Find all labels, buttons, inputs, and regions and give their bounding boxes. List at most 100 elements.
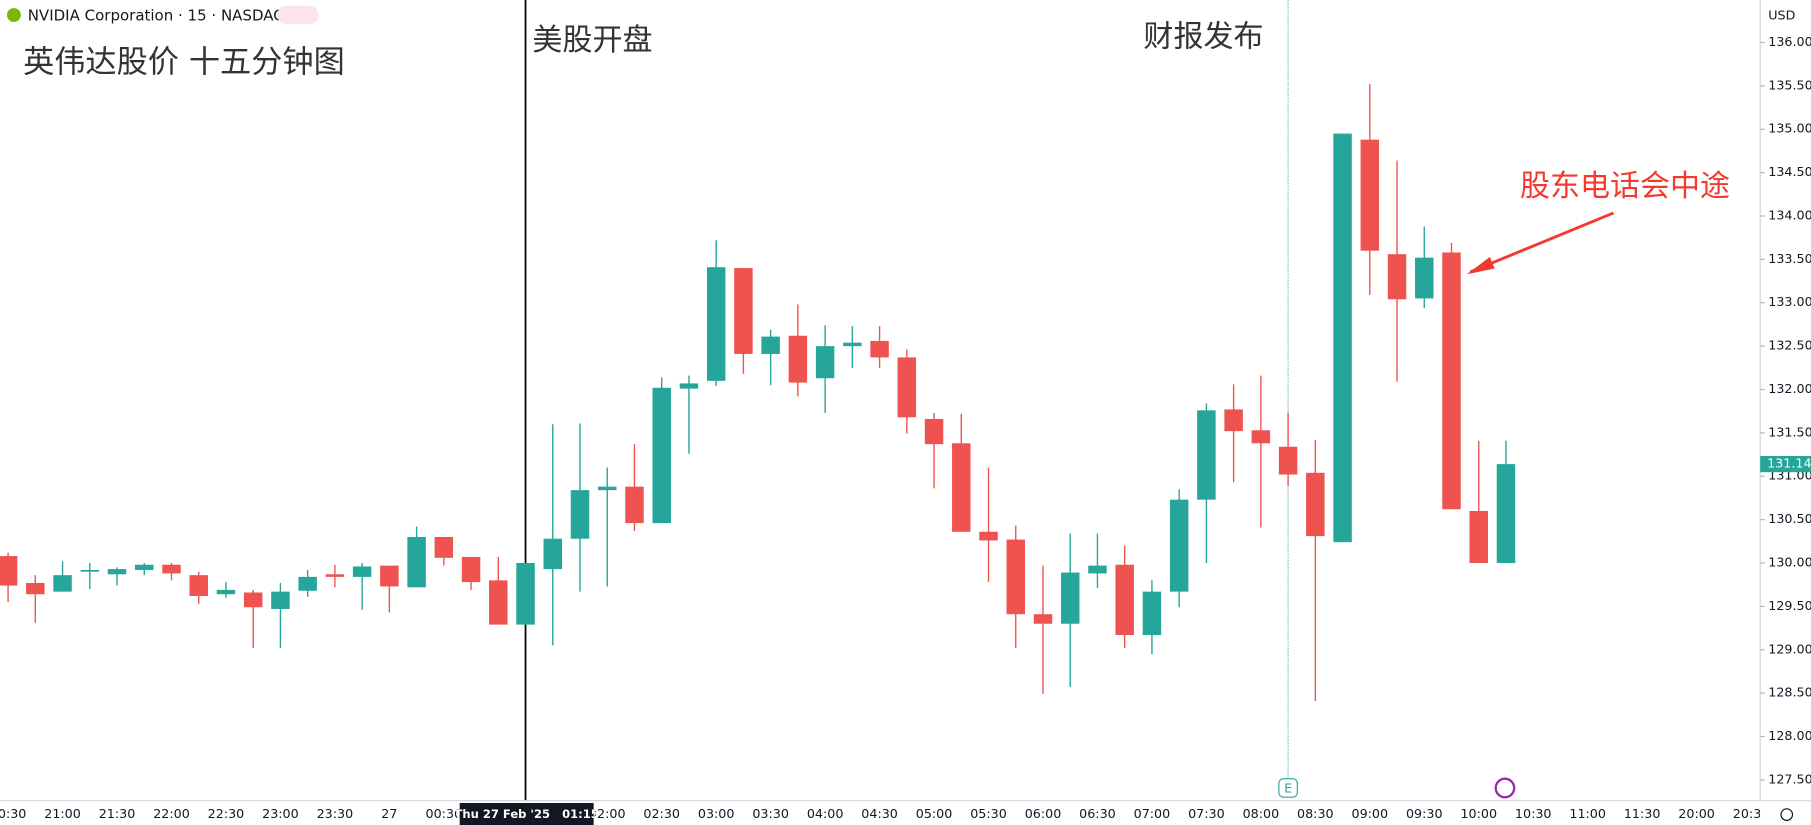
candle-body (924, 419, 944, 445)
x-tick-label: 23:30 (317, 806, 354, 821)
candle-body (1442, 252, 1461, 510)
y-tick-label: 130.50 (1768, 511, 1811, 526)
annotation: 财报发布 (1143, 20, 1263, 55)
arrow (1469, 211, 1615, 274)
candle-body (1169, 499, 1189, 592)
time-axis-bg (0, 800, 1811, 825)
candle-body (1278, 446, 1298, 475)
x-tick-label: 27 (381, 806, 397, 821)
x-tick-label: 21:00 (44, 806, 81, 821)
candle-body (543, 538, 563, 570)
candle-body (1333, 133, 1352, 543)
candle-body (979, 531, 998, 541)
candle-body (1360, 139, 1380, 251)
earnings-badge (1278, 778, 1298, 798)
x-tick-label: 03:30 (752, 806, 789, 821)
candle-body (706, 267, 726, 381)
last-price-label: 131.14 (1767, 456, 1811, 471)
x-tick-label: 03:00 (698, 806, 735, 821)
annotation: 股东电话会中途 (1520, 169, 1730, 204)
x-tick-label: 05:00 (916, 806, 953, 821)
candle-body (380, 565, 399, 587)
x-tick-label: 22:30 (208, 806, 245, 821)
candle-body (734, 268, 753, 354)
x-tick-label: 22:00 (153, 806, 190, 821)
plot (0, 0, 1516, 801)
candle-body (597, 486, 617, 491)
x-tick-label: 11:00 (1569, 806, 1606, 821)
logo (6, 8, 21, 22)
candle-body (843, 342, 862, 347)
candle-body (461, 556, 481, 583)
x-tick-label: 07:00 (1134, 806, 1171, 821)
y-tick-label: 132.00 (1768, 381, 1811, 396)
y-tick-label: 130.00 (1768, 554, 1811, 569)
candle-body (1496, 464, 1516, 564)
x-tick-label: 09:00 (1352, 806, 1389, 821)
candle-body (216, 589, 236, 595)
candle-body (952, 443, 971, 532)
candle-body (1033, 614, 1053, 624)
y-tick-label: 135.50 (1768, 77, 1811, 92)
candle-body (788, 335, 808, 383)
candle-body (407, 536, 426, 588)
last-price-box (1760, 456, 1811, 473)
x-tick-label: 21:30 (99, 806, 136, 821)
x-tick-label: 05:30 (970, 806, 1007, 821)
x-tick-label: 20:30 (0, 806, 26, 821)
candle-body (1415, 257, 1434, 299)
x-tick-label: 10:30 (1515, 806, 1552, 821)
settings-icon[interactable] (1780, 808, 1794, 821)
candle-body (870, 340, 889, 358)
axes: 127.50 128.00 128.50 129.00 129.50 130.00 130.… (0, 34, 1811, 825)
candle-body (325, 574, 345, 577)
x-tick-label: 02:30 (643, 806, 680, 821)
candle-body (53, 575, 72, 592)
candle-body (1251, 430, 1271, 444)
y-tick-label: 134.50 (1768, 164, 1811, 179)
candle-body (897, 357, 917, 418)
x-tick-label: 07:30 (1188, 806, 1225, 821)
annotation: 美股开盘 (532, 23, 652, 58)
candle-body (815, 346, 835, 379)
candle-body (1006, 539, 1025, 615)
earnings-marker: E (1284, 781, 1292, 796)
y-tick-label: 127.50 (1768, 771, 1811, 786)
x-tick-label: 06:30 (1079, 806, 1116, 821)
y-tick-label: 135.00 (1768, 121, 1811, 136)
x-tick-label: 08:30 (1297, 806, 1334, 821)
candle-body (162, 564, 181, 574)
y-tick-label: 134.00 (1768, 207, 1811, 222)
candle-body (189, 575, 208, 596)
candle-body (570, 490, 590, 539)
candle-body (489, 580, 508, 625)
candle-body (1142, 591, 1162, 636)
x-tick-label: 11:30 (1624, 806, 1661, 821)
crosshair-box (459, 803, 594, 825)
arrow-head (1466, 256, 1495, 275)
x-tick-label: 06:00 (1025, 806, 1062, 821)
candle-body (135, 564, 154, 570)
candle-body (352, 566, 372, 577)
candle-body (26, 582, 45, 595)
candle-body (625, 486, 644, 524)
symbol: NVIDIA Corporation · 15 · NASDAQ (28, 7, 285, 25)
candle-body (1060, 572, 1080, 624)
candle-body (1387, 254, 1407, 300)
x-tick-label: 00:30 (426, 806, 463, 821)
candle-body (516, 563, 535, 625)
status-pill[interactable] (277, 5, 319, 25)
currency[interactable]: USD (1768, 8, 1795, 23)
y-tick-label: 136.00 (1768, 34, 1811, 49)
y-tick-label: 128.50 (1768, 685, 1811, 700)
y-tick-label: 133.50 (1768, 251, 1811, 266)
candle-body (1197, 410, 1216, 500)
candle-body (1224, 409, 1243, 432)
x-tick-label: 09:30 (1406, 806, 1443, 821)
x-tick-label: 10:00 (1460, 806, 1497, 821)
candle-body (80, 569, 100, 572)
candle-body (298, 576, 317, 591)
x-tick-label: 08:00 (1243, 806, 1280, 821)
candle-body (0, 556, 18, 586)
candle-body (652, 387, 671, 524)
